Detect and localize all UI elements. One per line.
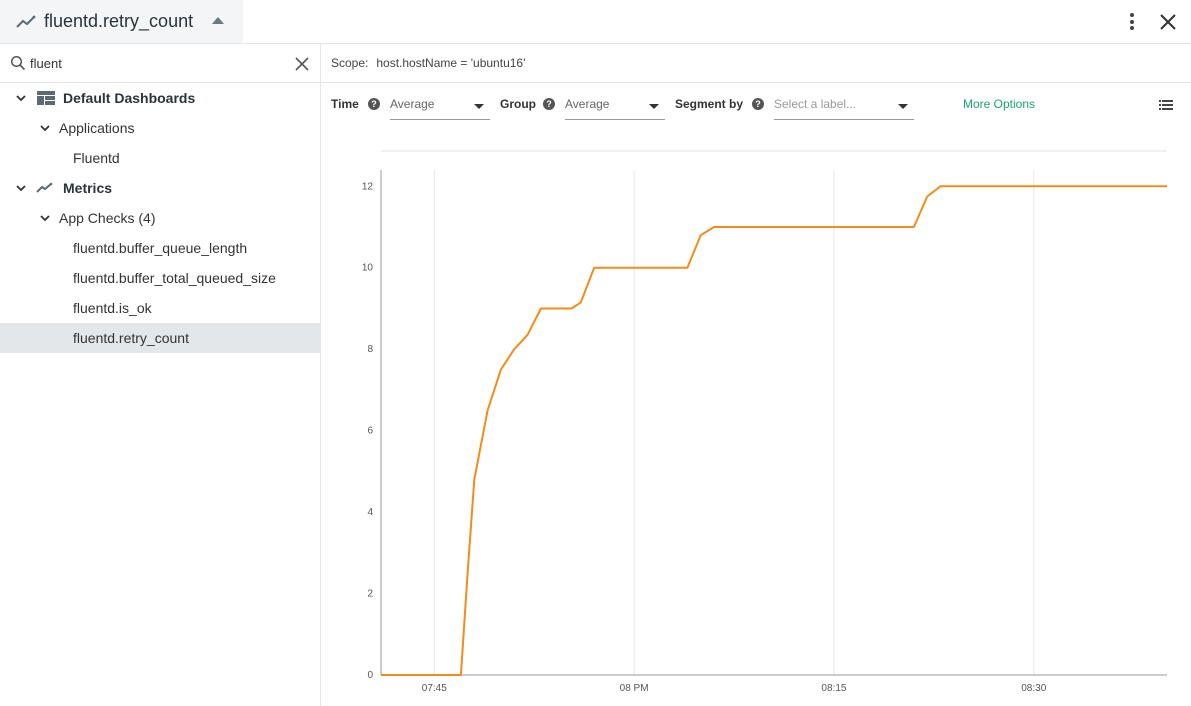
tree-item-default-dashboards[interactable]: Default Dashboards [0,83,320,113]
close-icon[interactable] [1157,11,1179,33]
search-input[interactable] [30,52,280,74]
page-title: fluentd.retry_count [44,11,194,31]
y-tick-label: 6 [367,426,373,437]
y-tick-label: 8 [367,344,373,355]
tree-item-label: Applications [59,120,135,136]
chart-area: 07:45 08 PM 08:15 08:30 0 2 4 6 8 10 12 [321,44,1191,706]
line-chart[interactable]: 07:45 08 PM 08:15 08:30 0 2 4 6 8 10 12 [321,44,1191,706]
panel-header: fluentd.retry_count [0,0,1191,44]
metric-title-toggle[interactable]: fluentd.retry_count [0,0,243,43]
x-tick-label: 08:15 [821,683,846,694]
dropdown-arrow-icon [898,104,908,109]
tree-item-metric[interactable]: fluentd.is_ok [0,293,320,323]
time-label: Time [331,97,359,111]
clear-search-icon[interactable] [294,56,310,72]
tree-item-label: App Checks (4) [59,210,156,226]
tree-item-label: Metrics [63,180,113,196]
x-tick-label: 07:45 [422,683,447,694]
chevron-down-icon[interactable] [16,93,26,103]
tree-item-fluentd[interactable]: Fluentd [0,143,320,173]
group-label: Group [500,97,536,111]
scope-value[interactable]: host.hostName = 'ubuntu16' [376,56,526,70]
tree-item-applications[interactable]: Applications [0,113,320,143]
scope-label: Scope: [331,56,369,70]
search-row [0,44,320,83]
main-panel: Scope: host.hostName = 'ubuntu16' Time ?… [321,44,1191,706]
x-tick-label: 08 PM [620,683,649,694]
scope-bar: Scope: host.hostName = 'ubuntu16' [321,44,1191,83]
metric-tree: Default Dashboards Applications Fluentd … [0,83,320,353]
segment-by-label: Segment by [675,97,744,111]
tree-item-label: Default Dashboards [63,90,196,106]
select-value: Average [390,97,435,111]
select-placeholder: Select a label... [774,97,857,111]
tree-item-label: fluentd.retry_count [73,330,189,346]
time-aggregation-select[interactable]: Average [390,90,490,120]
metric-line-icon [36,182,53,193]
help-icon[interactable]: ? [543,98,555,110]
chevron-down-icon[interactable] [40,213,50,223]
kebab-menu-icon[interactable] [1124,11,1140,33]
sidebar: Default Dashboards Applications Fluentd … [0,44,321,706]
chevron-down-icon[interactable] [16,183,26,193]
list-view-icon[interactable] [1159,99,1173,111]
group-aggregation-select[interactable]: Average [565,90,665,120]
tree-item-metrics[interactable]: Metrics [0,173,320,203]
tree-item-metric[interactable]: fluentd.buffer_queue_length [0,233,320,263]
metric-line-icon [16,15,36,28]
chevron-down-icon[interactable] [40,123,50,133]
tree-item-metric-selected[interactable]: fluentd.retry_count [0,323,320,353]
segment-by-select[interactable]: Select a label... [774,90,914,120]
y-tick-label: 0 [367,670,373,681]
y-tick-label: 2 [367,589,373,600]
search-icon [10,55,26,71]
dropdown-arrow-icon [474,104,484,109]
y-tick-label: 4 [367,507,373,518]
tree-item-app-checks[interactable]: App Checks (4) [0,203,320,233]
help-icon[interactable]: ? [752,98,764,110]
dropdown-arrow-icon [649,104,659,109]
y-tick-label: 12 [362,181,374,192]
x-tick-label: 08:30 [1021,683,1046,694]
more-options-link[interactable]: More Options [963,97,1036,111]
tree-item-label: fluentd.buffer_queue_length [73,240,248,256]
select-value: Average [565,97,610,111]
chart-controls: Time ? Average Group ? Average Segment b… [321,84,1191,126]
dashboard-icon [37,91,55,105]
help-icon[interactable]: ? [368,98,380,110]
caret-up-icon[interactable] [212,17,225,24]
tree-item-metric[interactable]: fluentd.buffer_total_queued_size [0,263,320,293]
tree-item-label: fluentd.is_ok [73,300,152,316]
tree-item-label: Fluentd [73,150,120,166]
series-line [381,185,1167,676]
y-tick-label: 10 [362,263,374,274]
tree-item-label: fluentd.buffer_total_queued_size [73,270,276,286]
